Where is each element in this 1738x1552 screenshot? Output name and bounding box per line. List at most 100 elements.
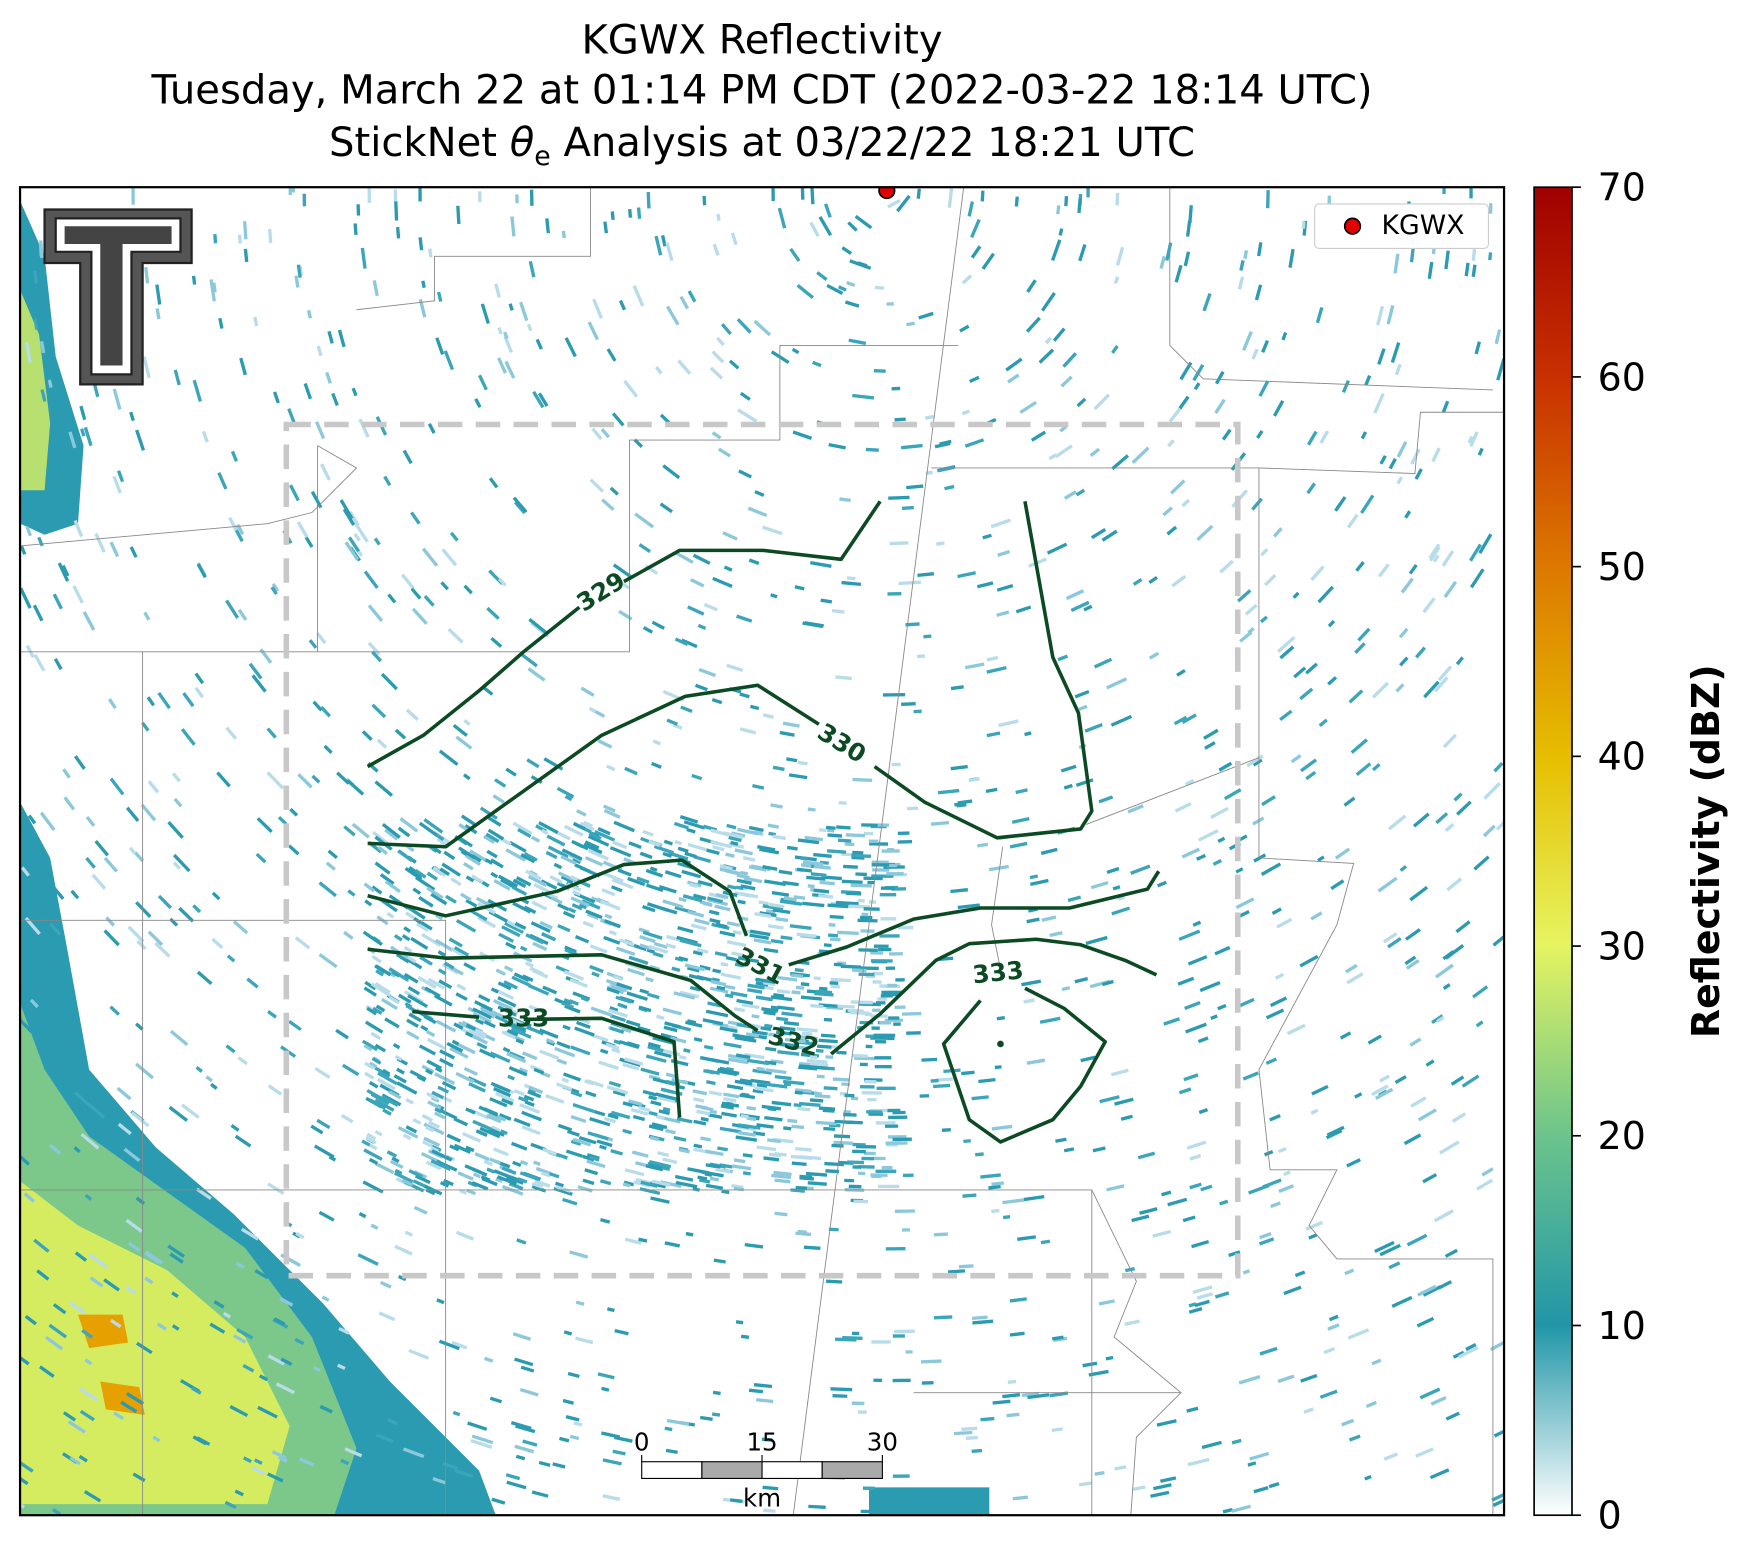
radar-echo: [135, 429, 146, 451]
radar-echo: [327, 849, 338, 860]
radar-echo: [844, 1093, 855, 1098]
radar-echo: [109, 541, 120, 558]
radar-echo: [427, 423, 436, 434]
radar-echo: [572, 1137, 592, 1147]
radar-echo: [523, 1094, 535, 1102]
radar-echo: [354, 523, 369, 543]
radar-echo: [272, 391, 280, 404]
radar-echo: [861, 912, 869, 917]
radar-echo: [1061, 986, 1071, 992]
radar-echo: [513, 1089, 525, 1097]
radar-echo: [699, 1415, 713, 1421]
radar-echo: [1283, 1170, 1291, 1177]
radar-echo: [855, 872, 867, 877]
radar-echo: [1090, 527, 1107, 540]
radar-echo: [62, 768, 71, 779]
radar-echo: [229, 1405, 249, 1418]
radar-echo: [542, 985, 558, 995]
radar-echo: [545, 1093, 565, 1104]
radar-echo: [1377, 876, 1398, 893]
radar-echo: [1110, 1068, 1129, 1077]
radar-echo: [587, 848, 609, 861]
radar-echo: [430, 892, 448, 906]
radar-echo: [1300, 758, 1318, 773]
radar-echo: [740, 1114, 749, 1119]
radar-echo: [39, 1365, 55, 1378]
radar-echo: [479, 1126, 501, 1139]
radar-echo: [1040, 847, 1058, 855]
radar-echo: [755, 995, 773, 1002]
radar-echo: [73, 519, 84, 538]
radar-echo: [753, 938, 772, 945]
radar-echo: [495, 1177, 503, 1184]
radar-echo: [697, 1090, 707, 1096]
radar-echo: [1288, 248, 1295, 268]
radar-echo: [1083, 604, 1093, 612]
radar-echo: [505, 941, 517, 950]
radar-echo: [825, 825, 836, 830]
radar-echo: [235, 1261, 245, 1269]
radar-echo: [1026, 1058, 1046, 1065]
radar-echo: [603, 221, 609, 234]
radar-echo: [678, 1055, 687, 1060]
colorbar-tick-label: 10: [1598, 1304, 1646, 1348]
radar-echo: [487, 828, 505, 841]
radar-echo: [1101, 979, 1114, 987]
radar-echo: [141, 721, 150, 732]
radar-echo: [368, 1061, 378, 1069]
radar-echo: [225, 1044, 236, 1054]
radar-echo: [1471, 248, 1477, 262]
radar-echo: [844, 1178, 855, 1183]
radar-echo: [445, 894, 457, 904]
radar-echo: [783, 896, 797, 902]
radar-echo: [886, 302, 894, 306]
radar-echo: [720, 972, 742, 980]
radar-echo: [335, 1028, 349, 1040]
radar-echo: [493, 1169, 514, 1180]
radar-echo: [455, 735, 473, 750]
radar-echo: [777, 1005, 795, 1011]
radar-echo: [125, 1285, 137, 1295]
radar-echo: [52, 1508, 62, 1516]
radar-echo: [313, 1144, 335, 1159]
radar-echo: [578, 1135, 597, 1145]
radar-echo: [651, 620, 665, 630]
radar-echo: [409, 1069, 427, 1081]
radar-echo: [493, 1087, 512, 1098]
radar-echo: [539, 920, 553, 930]
radar-echo: [570, 1090, 583, 1098]
radar-echo: [384, 1017, 400, 1029]
radar-echo: [512, 901, 532, 914]
radar-echo: [465, 1107, 476, 1115]
radar-echo: [950, 685, 964, 691]
radar-echo: [715, 893, 729, 900]
radar-echo: [1292, 591, 1300, 599]
radar-echo: [601, 1431, 621, 1439]
radar-echo: [777, 975, 798, 982]
radar-echo: [49, 922, 62, 936]
radar-echo: [988, 1184, 1001, 1190]
radar-echo: [1422, 1285, 1442, 1297]
radar-echo: [425, 1068, 433, 1075]
radar-echo: [240, 1227, 259, 1241]
radar-echo: [755, 981, 769, 987]
radar-echo: [1181, 847, 1201, 859]
radar-echo: [1185, 1022, 1207, 1034]
radar-echo: [1218, 761, 1233, 772]
radar-echo: [296, 521, 309, 539]
radar-echo: [1023, 1194, 1045, 1202]
radar-echo: [426, 871, 438, 881]
radar-echo: [358, 1212, 367, 1219]
radar-echo: [363, 1043, 373, 1052]
radar-echo: [764, 1023, 773, 1029]
radar-echo: [798, 1101, 821, 1108]
radar-echo: [556, 1082, 573, 1091]
radar-echo: [723, 565, 733, 572]
radar-echo: [740, 884, 756, 891]
radar-echo: [710, 979, 727, 987]
radar-echo: [441, 862, 461, 877]
radar-echo: [487, 816, 502, 827]
radar-echo: [33, 1029, 49, 1045]
radar-echo: [364, 899, 373, 907]
radar-echo: [105, 916, 116, 927]
